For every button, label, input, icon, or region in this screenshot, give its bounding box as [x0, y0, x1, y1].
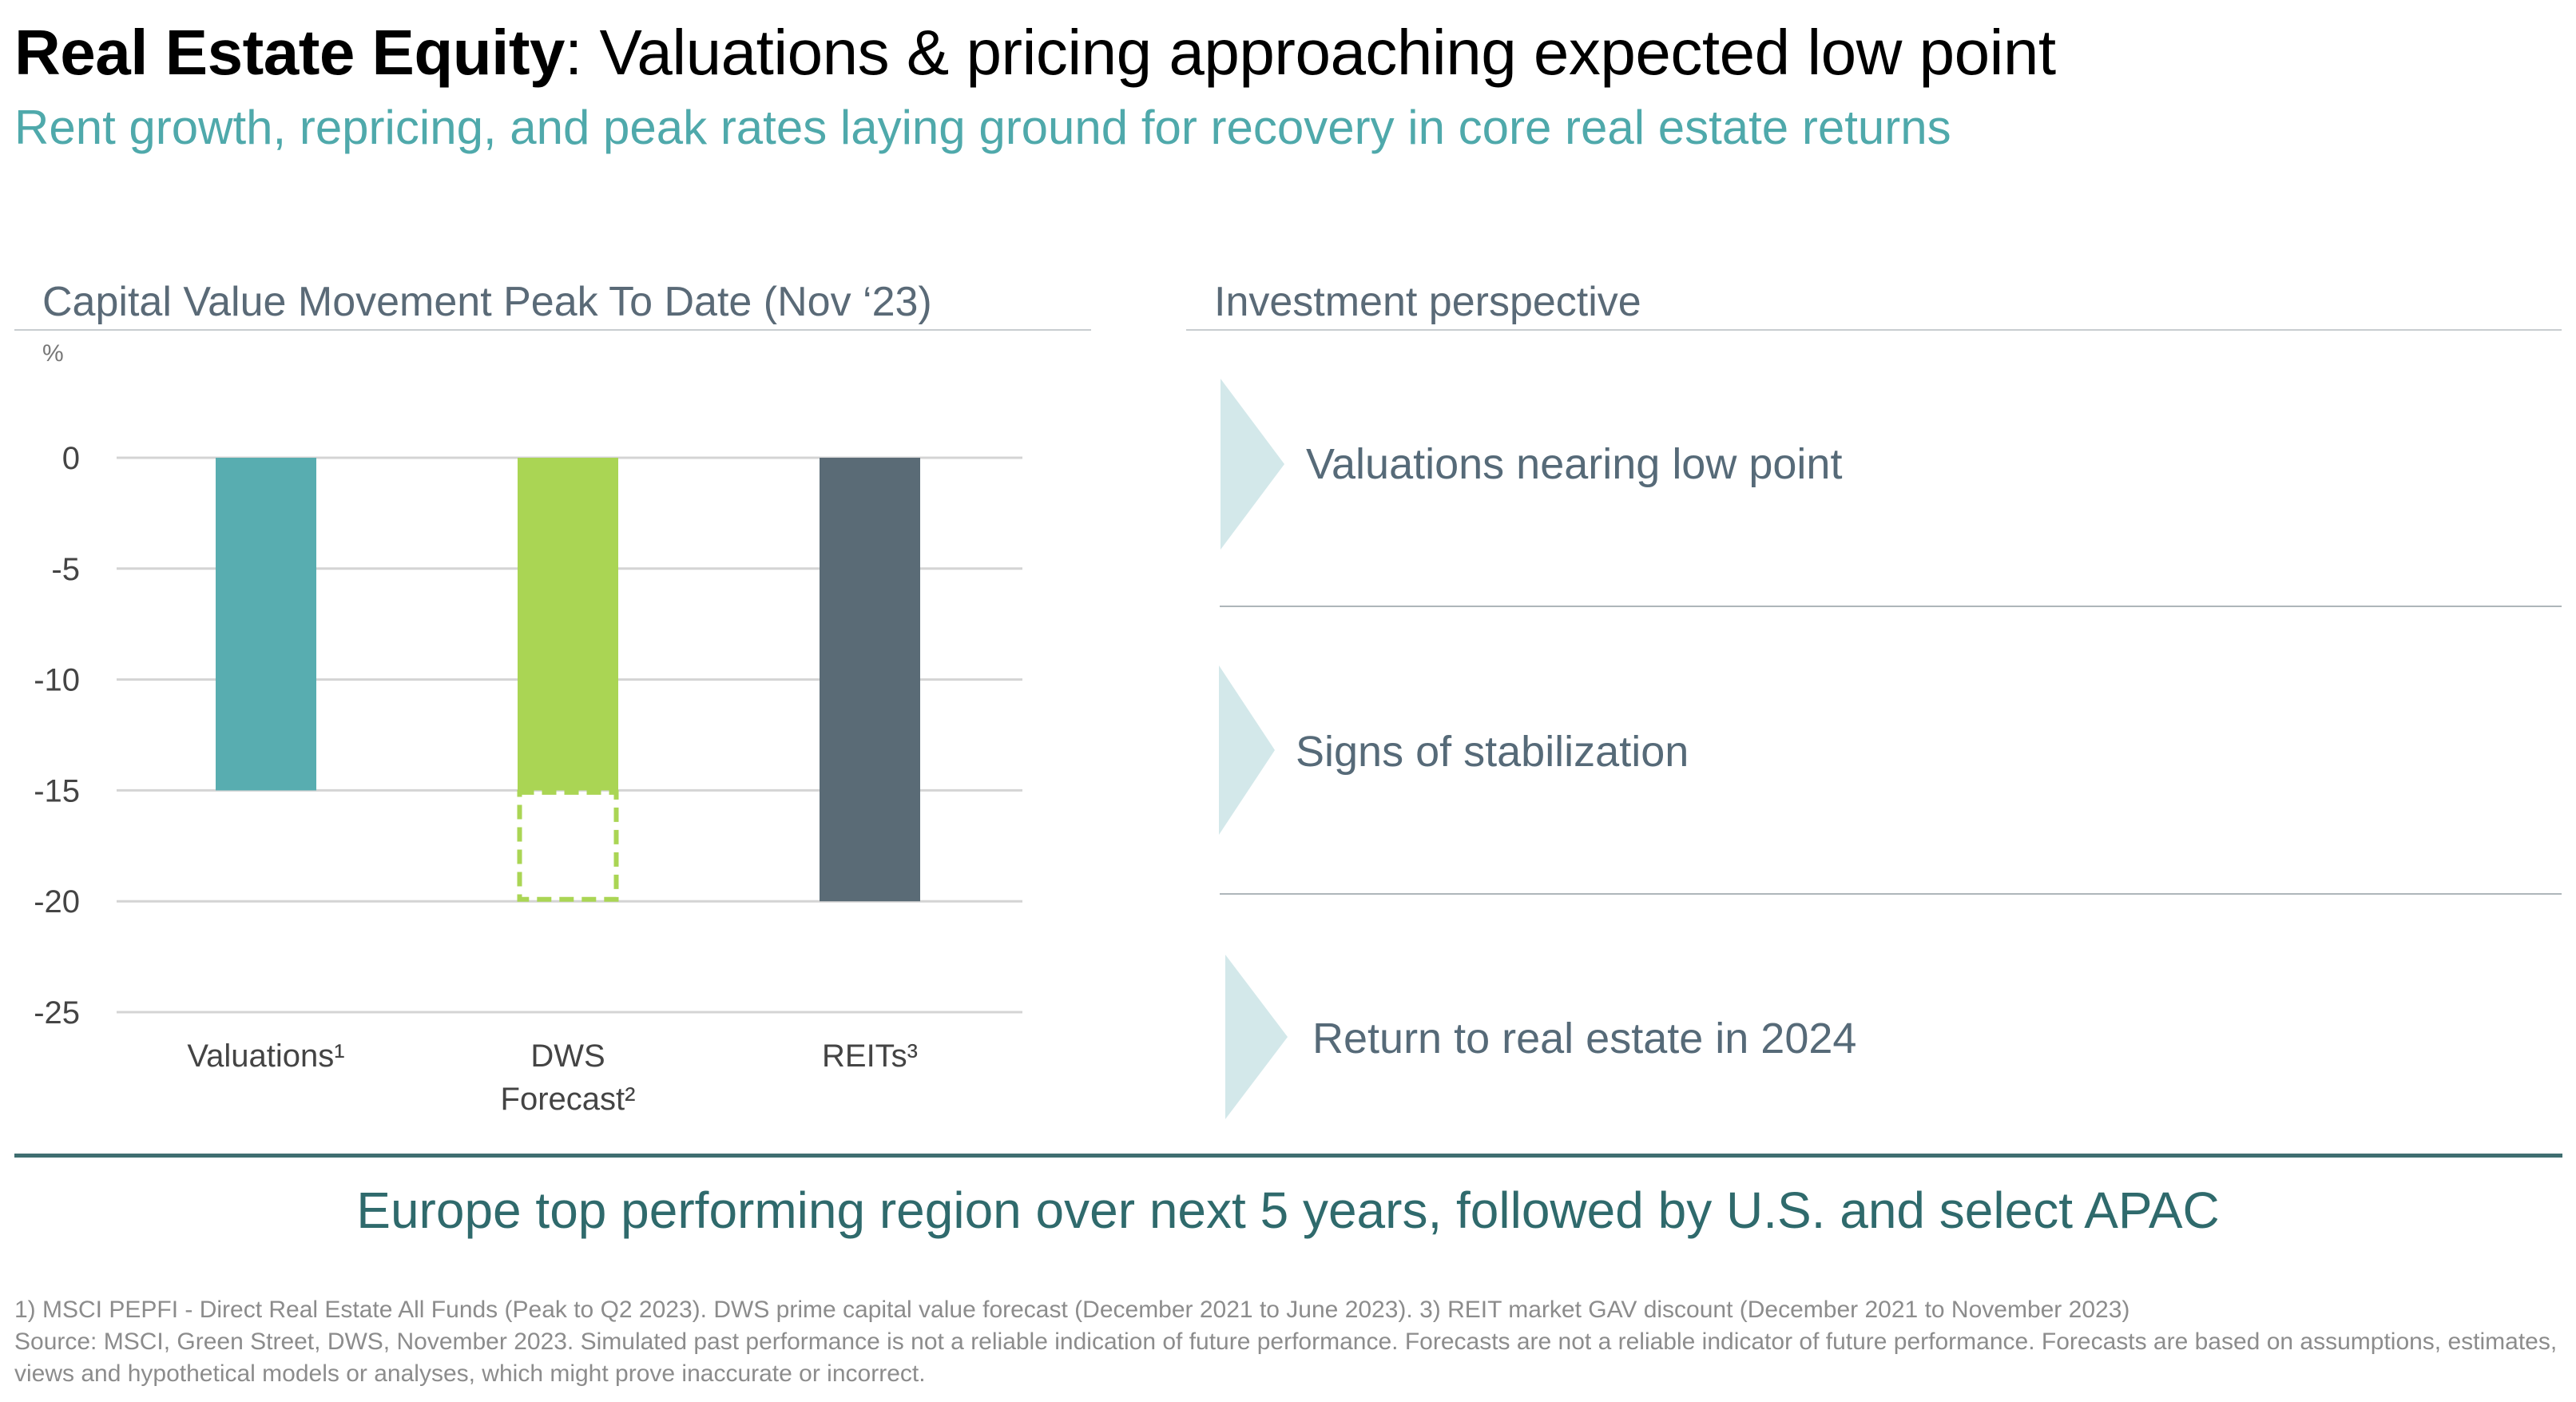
bar-2 [820, 458, 920, 902]
bar-forecast-extension [517, 789, 619, 902]
perspective-item-valuations: Valuations nearing low point [1306, 440, 1843, 488]
y-tick-label: -20 [34, 884, 80, 919]
x-category-label: DWS [530, 1039, 605, 1074]
bottom-message: Europe top performing region over next 5… [356, 1182, 2220, 1239]
x-category-label: Forecast² [501, 1082, 636, 1117]
footnote-disclaimer: Source: MSCI, Green Street, DWS, Novembe… [14, 1329, 2558, 1387]
x-category-label: Valuations¹ [187, 1039, 344, 1074]
x-category-label: REITs³ [822, 1039, 918, 1074]
perspective-item-return-2024: Return to real estate in 2024 [1312, 1015, 1857, 1062]
perspective-panel-title: Investment perspective [1214, 279, 1641, 325]
y-tick-label: 0 [62, 441, 80, 476]
chart-labels: % 0 -5 -10 -15 -20 -25 Valuations¹ DWS Forecast² R… [34, 340, 918, 1117]
perspective-item-stabilization: Signs of stabilization [1296, 728, 1689, 776]
slide-title-rest: : Valuations & pricing approaching expec… [565, 17, 2056, 88]
perspective-divider [1220, 606, 2562, 607]
y-axis-unit-label: % [42, 340, 64, 367]
slide-title-bold: Real Estate Equity [14, 17, 566, 88]
bar-0 [216, 458, 316, 791]
chevron-right-icon [1221, 379, 1284, 550]
footnote-sources: 1) MSCI PEPFI - Direct Real Estate All F… [14, 1297, 2130, 1323]
y-tick-label: -25 [34, 995, 80, 1031]
bar-1 [518, 458, 618, 791]
chart-bars [216, 458, 920, 902]
perspective-divider [1220, 893, 2562, 895]
y-tick-label: -10 [34, 663, 80, 698]
y-tick-label: -5 [51, 552, 80, 587]
chevron-right-icon [1225, 955, 1288, 1119]
chart-panel-rule [14, 329, 1091, 331]
bottom-divider [14, 1154, 2562, 1158]
perspective-panel-rule [1186, 329, 2562, 331]
slide-subtitle: Rent growth, repricing, and peak rates l… [14, 101, 1951, 154]
y-tick-label: -15 [34, 773, 80, 808]
chart-panel-title: Capital Value Movement Peak To Date (Nov… [42, 279, 932, 325]
slide-title: Real Estate Equity: Valuations & pricing… [14, 14, 2056, 91]
chevron-right-icon [1219, 665, 1275, 835]
bar-chart: % 0 -5 -10 -15 -20 -25 Valuations¹ DWS Forecast² R… [34, 340, 1022, 1117]
